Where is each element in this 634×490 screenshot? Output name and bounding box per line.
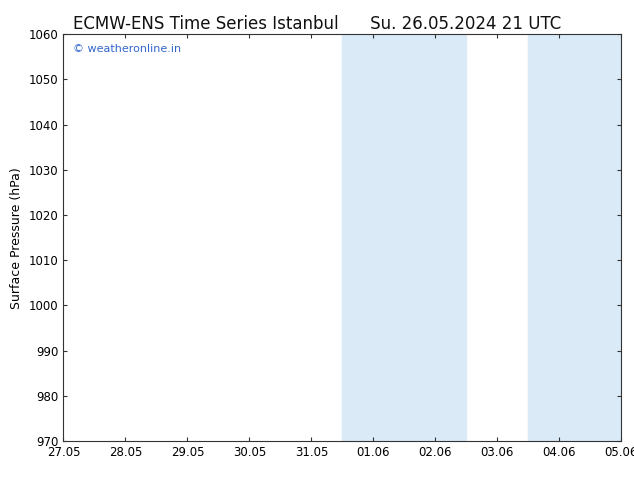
Text: ECMW-ENS Time Series Istanbul      Su. 26.05.2024 21 UTC: ECMW-ENS Time Series Istanbul Su. 26.05.… [73, 15, 561, 33]
Bar [342, 34, 467, 441]
Bar [528, 34, 621, 441]
Y-axis label: Surface Pressure (hPa): Surface Pressure (hPa) [10, 167, 23, 309]
Text: © weatheronline.in: © weatheronline.in [74, 45, 181, 54]
